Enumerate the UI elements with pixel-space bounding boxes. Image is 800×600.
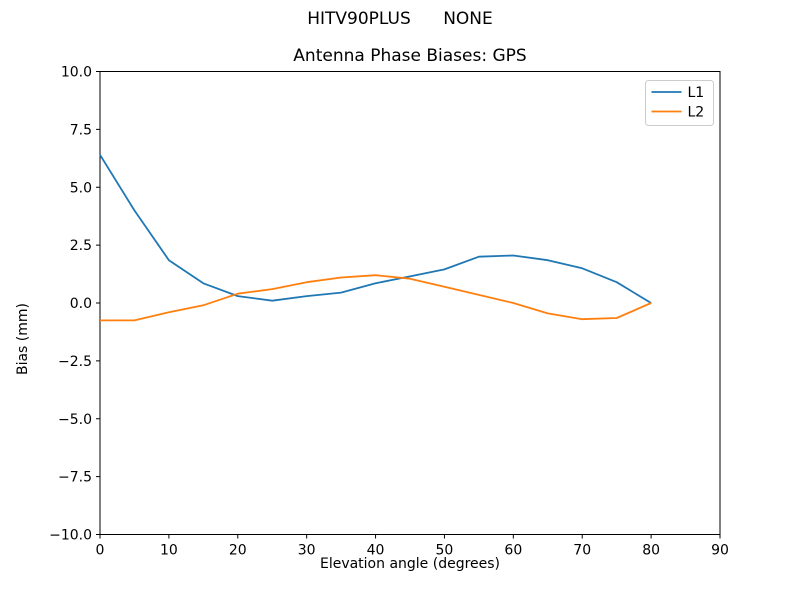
y-tick-label: −7.5	[58, 470, 92, 486]
x-tick-label: 10	[160, 543, 178, 559]
legend-label-L2: L2	[688, 105, 705, 121]
x-tick-label: 30	[298, 543, 316, 559]
axes-frame	[99, 71, 721, 535]
y-tick-label: 0.0	[70, 296, 92, 312]
suptitle: HITV90PLUS NONE	[307, 9, 493, 29]
y-tick-label: 5.0	[70, 180, 92, 196]
x-axis-label: Elevation angle (degrees)	[319, 556, 501, 572]
series-line-L2	[100, 274, 652, 322]
y-tick-label: −2.5	[58, 354, 92, 370]
series-line-L1	[99, 154, 652, 304]
y-tick-label: −10.0	[49, 528, 92, 544]
x-tick-label: 50	[436, 543, 454, 559]
x-tick-label: 20	[229, 543, 247, 559]
x-tick-label: 0	[96, 543, 105, 559]
x-tick-label: 80	[642, 543, 660, 559]
x-tick-label: 40	[367, 543, 385, 559]
x-tick-label: 90	[711, 543, 729, 559]
x-tick-label: 70	[573, 543, 591, 559]
y-tick-label: −5.0	[58, 412, 92, 428]
y-tick-label: 7.5	[70, 122, 92, 138]
axes-title: Antenna Phase Biases: GPS	[293, 46, 527, 66]
legend-label-L1: L1	[688, 85, 705, 101]
y-tick-label: 2.5	[70, 238, 92, 254]
y-tick-label: 10.0	[61, 65, 92, 81]
x-tick-label: 60	[504, 543, 522, 559]
